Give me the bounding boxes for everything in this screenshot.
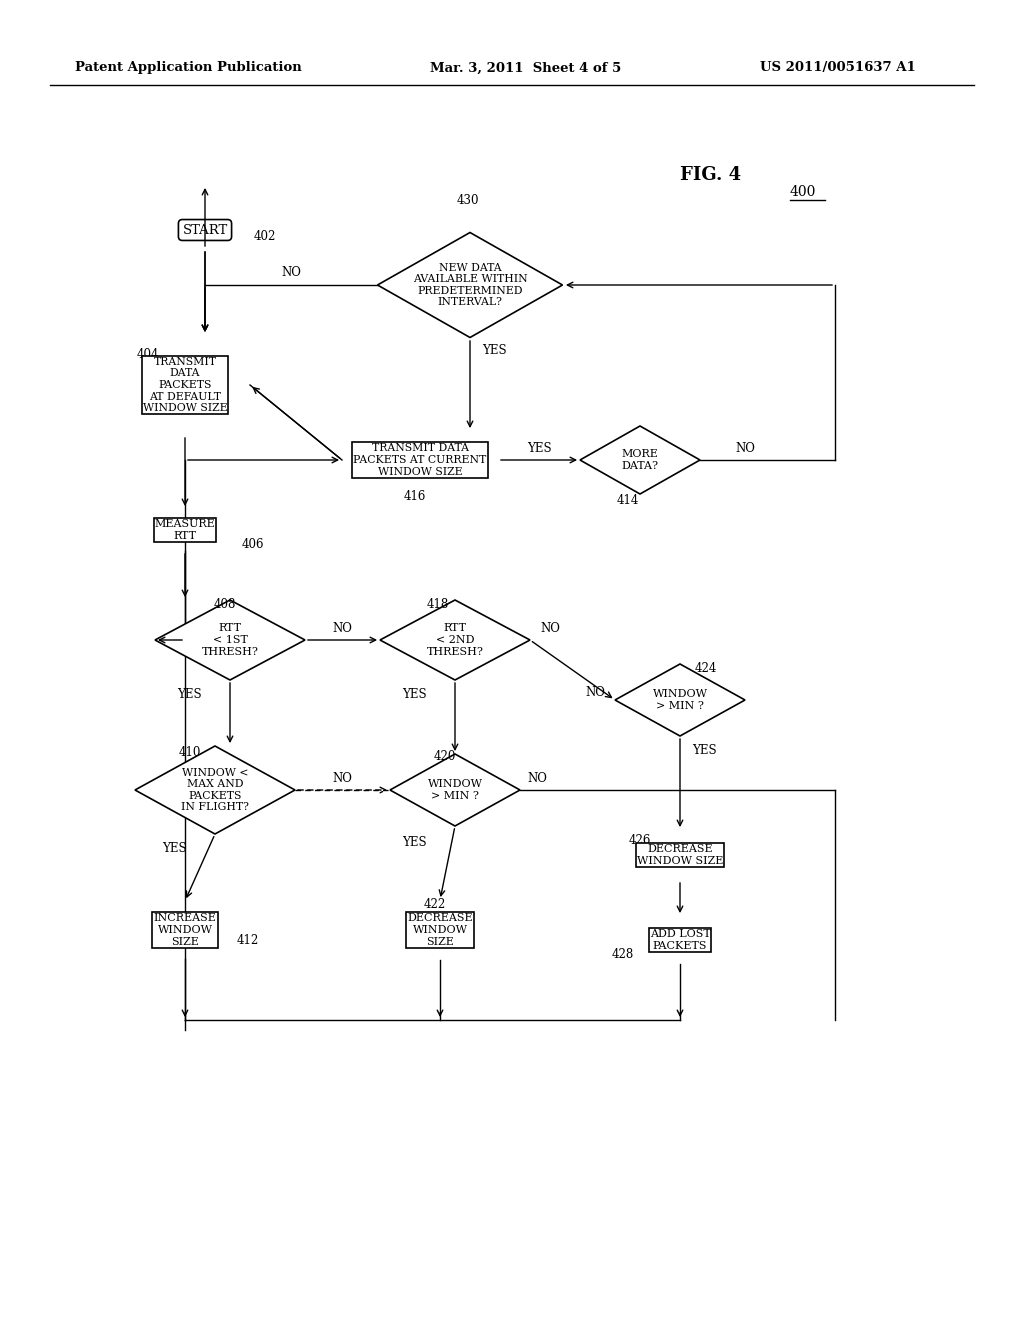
Text: NO: NO (527, 771, 547, 784)
Polygon shape (615, 664, 745, 737)
Text: 406: 406 (242, 539, 264, 552)
Text: YES: YES (692, 743, 717, 756)
Text: FIG. 4: FIG. 4 (680, 166, 741, 183)
Text: 400: 400 (790, 185, 816, 199)
Polygon shape (390, 754, 520, 826)
Text: MEASURE
RTT: MEASURE RTT (155, 519, 215, 541)
Text: WINDOW
> MIN ?: WINDOW > MIN ? (652, 689, 708, 710)
Text: YES: YES (482, 343, 507, 356)
Text: DECREASE
WINDOW SIZE: DECREASE WINDOW SIZE (637, 845, 723, 866)
Text: Mar. 3, 2011  Sheet 4 of 5: Mar. 3, 2011 Sheet 4 of 5 (430, 62, 622, 74)
Text: US 2011/0051637 A1: US 2011/0051637 A1 (760, 62, 915, 74)
Text: NO: NO (333, 622, 352, 635)
Text: YES: YES (163, 842, 187, 854)
Text: NO: NO (333, 771, 352, 784)
Text: Patent Application Publication: Patent Application Publication (75, 62, 302, 74)
Text: 412: 412 (237, 933, 259, 946)
Polygon shape (135, 746, 295, 834)
Text: YES: YES (402, 689, 427, 701)
Polygon shape (580, 426, 700, 494)
Text: DECREASE
WINDOW
SIZE: DECREASE WINDOW SIZE (408, 913, 473, 946)
Text: 418: 418 (427, 598, 450, 610)
Text: NO: NO (540, 622, 560, 635)
Text: ADD LOST
PACKETS: ADD LOST PACKETS (649, 929, 711, 950)
Text: WINDOW <
MAX AND
PACKETS
IN FLIGHT?: WINDOW < MAX AND PACKETS IN FLIGHT? (181, 768, 249, 812)
Text: 428: 428 (612, 949, 634, 961)
Text: INCREASE
WINDOW
SIZE: INCREASE WINDOW SIZE (154, 913, 216, 946)
Text: NO: NO (585, 685, 605, 698)
Text: TRANSMIT
DATA
PACKETS
AT DEFAULT
WINDOW SIZE: TRANSMIT DATA PACKETS AT DEFAULT WINDOW … (142, 356, 227, 413)
Text: TRANSMIT DATA
PACKETS AT CURRENT
WINDOW SIZE: TRANSMIT DATA PACKETS AT CURRENT WINDOW … (353, 444, 486, 477)
Text: 424: 424 (695, 661, 717, 675)
Text: 414: 414 (616, 494, 639, 507)
Text: MORE
DATA?: MORE DATA? (622, 449, 658, 471)
Text: RTT
< 2ND
THRESH?: RTT < 2ND THRESH? (427, 623, 483, 656)
Text: YES: YES (177, 689, 202, 701)
Text: YES: YES (526, 441, 551, 454)
Text: 408: 408 (214, 598, 237, 611)
Text: WINDOW
> MIN ?: WINDOW > MIN ? (427, 779, 482, 801)
Text: 426: 426 (629, 833, 651, 846)
Text: 402: 402 (254, 231, 276, 243)
Polygon shape (380, 601, 530, 680)
Text: 420: 420 (434, 750, 456, 763)
Text: START: START (182, 223, 227, 236)
Text: 404: 404 (137, 348, 160, 362)
Text: RTT
< 1ST
THRESH?: RTT < 1ST THRESH? (202, 623, 258, 656)
Polygon shape (155, 601, 305, 680)
Text: NO: NO (281, 267, 301, 280)
Text: NEW DATA
AVAILABLE WITHIN
PREDETERMINED
INTERVAL?: NEW DATA AVAILABLE WITHIN PREDETERMINED … (413, 263, 527, 308)
Text: 422: 422 (424, 899, 446, 912)
Text: 416: 416 (403, 491, 426, 503)
Text: 430: 430 (457, 194, 479, 206)
Polygon shape (378, 232, 562, 338)
Text: 410: 410 (179, 746, 201, 759)
Text: NO: NO (735, 441, 755, 454)
Text: YES: YES (402, 836, 427, 849)
